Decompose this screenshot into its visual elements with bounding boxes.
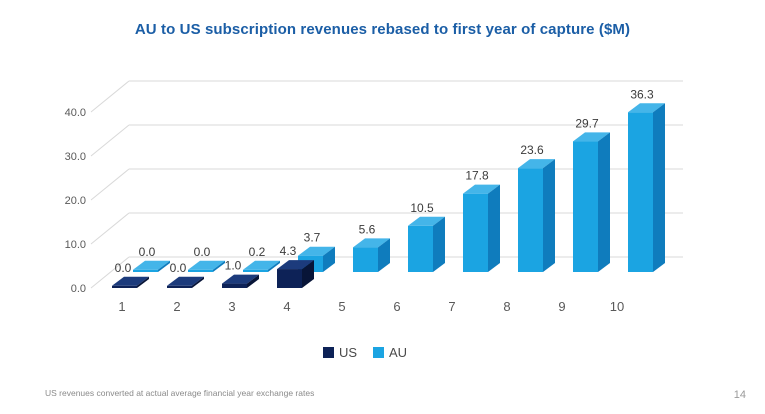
bar-top-face-au-2 (188, 260, 225, 270)
bar-top-face-au-1 (133, 260, 170, 270)
gridline-depth (90, 212, 130, 245)
chart-plot-area: 0.0 10.0 20.0 30.0 40.0 0.0 0.0 1.0 4.3 0.0 0.0 0.2… (65, 80, 683, 314)
x-axis-category-label: 8 (503, 299, 510, 314)
x-axis-category-label: 5 (338, 299, 345, 314)
bar-top-face-au-5 (353, 238, 390, 248)
bar-au-6 (408, 225, 433, 272)
legend-item-us: US (322, 345, 357, 360)
x-axis-category-label: 10 (610, 299, 624, 314)
bar-au-7 (463, 193, 488, 272)
legend-label-au: AU (389, 345, 408, 360)
bar-us-4 (277, 269, 302, 288)
bar-side-face-au-6 (433, 216, 445, 272)
data-label-au-9: 29.7 (575, 116, 599, 130)
bar-top-face-us-2 (167, 276, 204, 286)
data-label-au-7: 17.8 (465, 169, 489, 183)
data-label-au-10: 36.3 (630, 87, 654, 101)
data-label-us-2: 0.0 (170, 261, 187, 275)
x-axis-category-label: 6 (393, 299, 400, 314)
bar-us-3 (222, 283, 247, 288)
bar-side-face-au-2 (213, 260, 225, 272)
bar-top-face-us-1 (112, 276, 149, 286)
bar-us-2 (167, 285, 192, 288)
bar-side-face-au-10 (653, 103, 665, 272)
bar-side-face-us-1 (137, 276, 149, 288)
x-axis-category-label: 9 (558, 299, 565, 314)
data-label-au-8: 23.6 (520, 143, 544, 157)
bar-side-face-us-4 (302, 260, 314, 288)
bar-top-face-au-6 (408, 216, 445, 226)
bar-side-face-au-4 (323, 246, 335, 272)
bar-top-face-au-8 (518, 159, 555, 169)
bar-top-face-au-10 (628, 103, 665, 113)
chart-title: AU to US subscription revenues rebased t… (134, 21, 631, 38)
x-axis-category-label: 3 (228, 299, 235, 314)
y-axis-tick-label: 20.0 (65, 195, 86, 207)
gridline-depth (90, 124, 130, 157)
data-label-us-1: 0.0 (115, 261, 132, 275)
legend-label-us: US (338, 345, 357, 360)
gridline-depth (90, 168, 130, 201)
data-label-au-3: 0.2 (249, 245, 266, 259)
legend-swatch-us-icon (322, 347, 334, 358)
y-axis-tick-label: 30.0 (65, 151, 86, 163)
bar-top-face-au-7 (463, 184, 500, 194)
bar-side-face-au-5 (378, 238, 390, 272)
data-label-us-4: 4.3 (280, 244, 297, 258)
x-axis-category-label: 2 (173, 299, 180, 314)
bar-au-5 (353, 247, 378, 272)
data-label-au-6: 10.5 (410, 201, 434, 215)
bar-top-face-us-4 (277, 260, 314, 270)
x-axis-category-label: 1 (118, 299, 125, 314)
x-axis-category-label: 4 (283, 299, 290, 314)
bar-side-face-au-7 (488, 184, 500, 272)
x-axis-category-label: 7 (448, 299, 455, 314)
bar-top-face-au-9 (573, 132, 610, 142)
legend-item-au: AU (373, 345, 407, 360)
page-number: 14 (733, 389, 746, 401)
bar-side-face-us-3 (247, 274, 259, 288)
bar-au-9 (573, 141, 598, 272)
gridline-depth (90, 256, 130, 289)
data-label-au-5: 5.6 (359, 222, 376, 236)
bar-side-face-au-9 (598, 132, 610, 272)
bar-side-face-au-8 (543, 159, 555, 272)
gridline-depth (90, 80, 130, 113)
bar-top-face-au-3 (243, 260, 280, 270)
bar-top-face-au-4 (298, 246, 335, 256)
bar-side-face-au-3 (268, 260, 280, 272)
legend-swatch-au-icon (373, 347, 384, 358)
bar-au-10 (628, 112, 653, 272)
chart-legend: US AU (0, 345, 730, 360)
bar-us-1 (112, 285, 137, 288)
y-axis-tick-label: 0.0 (71, 283, 86, 295)
data-label-au-1: 0.0 (139, 245, 156, 259)
data-label-au-2: 0.0 (194, 245, 211, 259)
footnote: US revenues converted at actual average … (45, 388, 315, 398)
y-axis-tick-label: 40.0 (65, 107, 86, 119)
bar-side-face-au-1 (158, 260, 170, 272)
bar-au-8 (518, 168, 543, 272)
bar-top-face-us-3 (222, 274, 259, 284)
y-axis-tick-label: 10.0 (65, 239, 86, 251)
bar-side-face-us-2 (192, 276, 204, 288)
data-label-au-4: 3.7 (304, 231, 321, 245)
data-label-us-3: 1.0 (225, 259, 242, 273)
bar-au-2 (188, 269, 213, 272)
bar-au-3 (243, 269, 268, 272)
bar-au-1 (133, 269, 158, 272)
